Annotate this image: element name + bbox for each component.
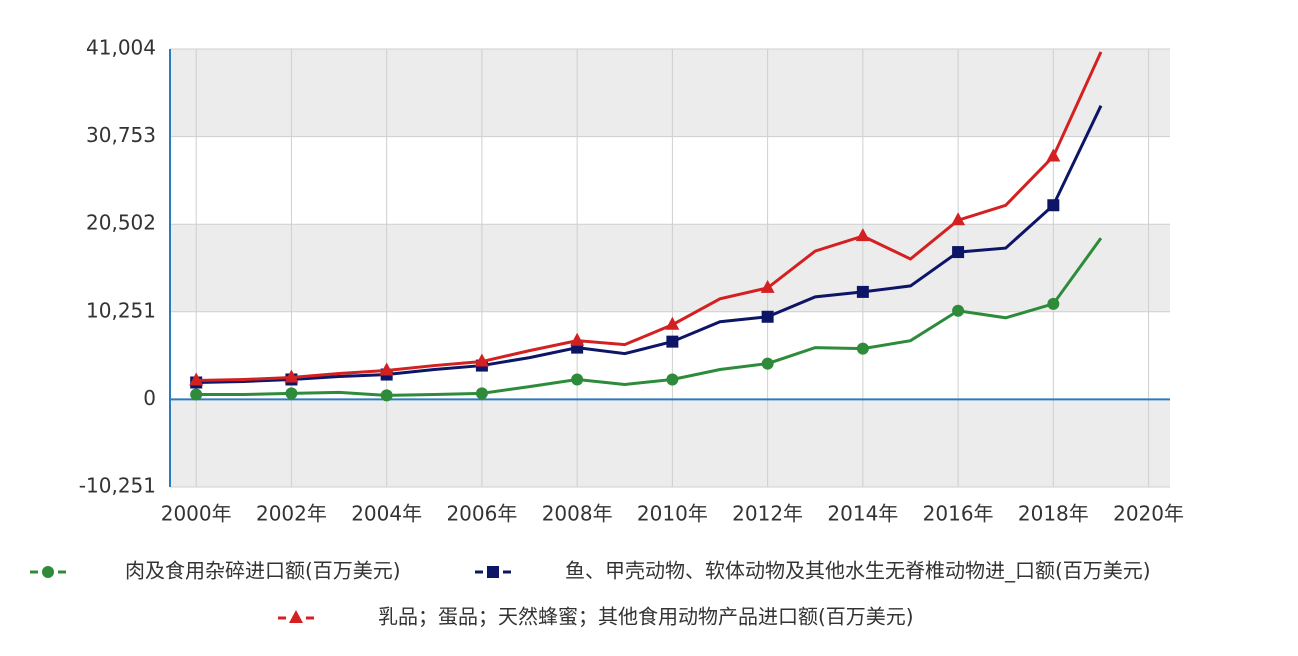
legend-label: 鱼、甲壳动物、软体动物及其他水生无脊椎动物进_口额(百万美元) (565, 559, 1151, 583)
marker (190, 388, 203, 401)
legend-label: 肉及食用杂碎进口额(百万美元) (125, 559, 401, 583)
x-tick-label: 2002年 (256, 502, 327, 526)
y-tick-label: -10,251 (79, 474, 156, 498)
x-tick-label: 2010年 (637, 502, 708, 526)
series-line (196, 237, 1103, 397)
marker (380, 389, 393, 402)
marker (284, 369, 299, 383)
x-tick-label: 2000年 (161, 502, 232, 526)
marker (666, 373, 679, 386)
grid-band (170, 49, 1170, 137)
x-tick-label: 2014年 (827, 502, 898, 526)
x-tick-label: 2008年 (542, 502, 613, 526)
marker (666, 335, 679, 348)
x-tick-label: 2006年 (446, 502, 517, 526)
marker (951, 212, 966, 226)
marker (761, 310, 774, 323)
y-tick-label: 20,502 (86, 211, 156, 235)
marker (856, 342, 869, 355)
x-tick-label: 2020年 (1113, 502, 1184, 526)
marker (1046, 148, 1061, 162)
y-tick-label: 0 (143, 386, 156, 410)
marker (475, 387, 488, 400)
y-tick-label: 41,004 (86, 36, 156, 60)
x-tick-label: 2018年 (1018, 502, 1089, 526)
y-tick-label: 30,753 (86, 123, 156, 147)
marker (42, 566, 54, 578)
marker (487, 566, 499, 578)
x-tick-label: 2004年 (351, 502, 422, 526)
marker (571, 373, 584, 386)
grid-band (170, 224, 1170, 312)
marker (289, 610, 303, 623)
y-tick-label: 10,251 (86, 298, 156, 322)
marker (189, 372, 204, 386)
marker (570, 332, 585, 346)
marker (856, 285, 869, 298)
grid-band (170, 136, 1170, 225)
marker (1047, 199, 1060, 212)
marker (474, 353, 489, 367)
legend-label: 乳品；蛋品；天然蜂蜜；其他食用动物产品进口额(百万美元) (378, 605, 914, 629)
x-tick-label: 2016年 (923, 502, 994, 526)
marker (952, 304, 965, 317)
series-line (196, 105, 1103, 384)
series-line (196, 51, 1103, 383)
x-tick-label: 2012年 (732, 502, 803, 526)
marker (855, 228, 870, 242)
marker (379, 362, 394, 376)
grid-band (170, 399, 1170, 487)
marker (1047, 297, 1060, 310)
marker (761, 357, 774, 370)
marker (760, 279, 775, 293)
marker (952, 246, 965, 259)
marker (285, 387, 298, 400)
marker (665, 316, 680, 330)
